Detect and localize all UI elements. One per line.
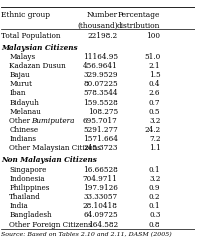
Text: Philippines: Philippines	[9, 184, 49, 192]
Text: 0.1: 0.1	[148, 166, 160, 174]
Text: 1571.664: 1571.664	[82, 135, 117, 143]
Text: distribution: distribution	[116, 22, 160, 30]
Text: Other: Other	[9, 117, 32, 125]
Text: Kadazan Dusun: Kadazan Dusun	[9, 62, 66, 70]
Text: 22198.2: 22198.2	[87, 31, 117, 40]
Text: 164.582: 164.582	[87, 221, 117, 229]
Text: Non Malaysian Citizens: Non Malaysian Citizens	[1, 156, 97, 164]
Text: Number: Number	[86, 11, 117, 19]
Text: Total Population: Total Population	[1, 31, 61, 40]
Text: Indians: Indians	[9, 135, 36, 143]
Text: Iban: Iban	[9, 90, 26, 97]
Text: 80.07225: 80.07225	[83, 80, 117, 88]
Text: Melanau: Melanau	[9, 108, 41, 116]
Text: Other Foreign Citizens: Other Foreign Citizens	[9, 221, 91, 229]
Text: 5291.277: 5291.277	[83, 126, 117, 134]
Text: 3.2: 3.2	[148, 117, 160, 125]
Text: Thailand: Thailand	[9, 193, 41, 201]
Text: Bajau: Bajau	[9, 71, 30, 79]
Text: Bangladesh: Bangladesh	[9, 212, 52, 220]
Text: 0.1: 0.1	[148, 202, 160, 210]
Text: 456.9641: 456.9641	[83, 62, 117, 70]
Text: 695.7017: 695.7017	[83, 117, 117, 125]
Text: 197.9126: 197.9126	[82, 184, 117, 192]
Text: Singapore: Singapore	[9, 166, 46, 174]
Text: Percentage: Percentage	[117, 11, 160, 19]
Text: Source: Based on Tables 2.10 and 2.11, DASM (2005): Source: Based on Tables 2.10 and 2.11, D…	[1, 232, 171, 237]
Text: 33.33057: 33.33057	[83, 193, 117, 201]
Text: 1.1: 1.1	[148, 144, 160, 152]
Text: 0.4: 0.4	[148, 80, 160, 88]
Text: Bidayuh: Bidayuh	[9, 99, 39, 107]
Text: 3.2: 3.2	[148, 175, 160, 183]
Text: Malaysian Citizens: Malaysian Citizens	[1, 44, 78, 51]
Text: 16.66528: 16.66528	[83, 166, 117, 174]
Text: 0.9: 0.9	[148, 184, 160, 192]
Text: India: India	[9, 202, 28, 210]
Text: Indonesia: Indonesia	[9, 175, 44, 183]
Text: 11164.95: 11164.95	[82, 53, 117, 61]
Text: 1.5: 1.5	[148, 71, 160, 79]
Text: 0.2: 0.2	[148, 193, 160, 201]
Text: 2.6: 2.6	[148, 90, 160, 97]
Text: Malays: Malays	[9, 53, 35, 61]
Text: (thousand): (thousand)	[77, 22, 117, 30]
Text: 0.8: 0.8	[148, 221, 160, 229]
Text: 329.9529: 329.9529	[83, 71, 117, 79]
Text: 64.09725: 64.09725	[83, 212, 117, 220]
Text: 245.3723: 245.3723	[83, 144, 117, 152]
Text: Murut: Murut	[9, 80, 32, 88]
Text: 24.2: 24.2	[144, 126, 160, 134]
Text: 0.7: 0.7	[148, 99, 160, 107]
Text: 159.5528: 159.5528	[83, 99, 117, 107]
Text: Other Malaysian Citizens: Other Malaysian Citizens	[9, 144, 101, 152]
Text: 28.10418: 28.10418	[82, 202, 117, 210]
Text: 578.3544: 578.3544	[83, 90, 117, 97]
Text: Ethnic group: Ethnic group	[1, 11, 50, 19]
Text: 100: 100	[146, 31, 160, 40]
Text: 7.2: 7.2	[148, 135, 160, 143]
Text: Bumiputera: Bumiputera	[31, 117, 75, 125]
Text: Chinese: Chinese	[9, 126, 38, 134]
Text: 0.3: 0.3	[148, 212, 160, 220]
Text: 704.9711: 704.9711	[82, 175, 117, 183]
Text: 0.5: 0.5	[148, 108, 160, 116]
Text: 2.1: 2.1	[148, 62, 160, 70]
Text: 51.0: 51.0	[143, 53, 160, 61]
Text: 108.275: 108.275	[87, 108, 117, 116]
